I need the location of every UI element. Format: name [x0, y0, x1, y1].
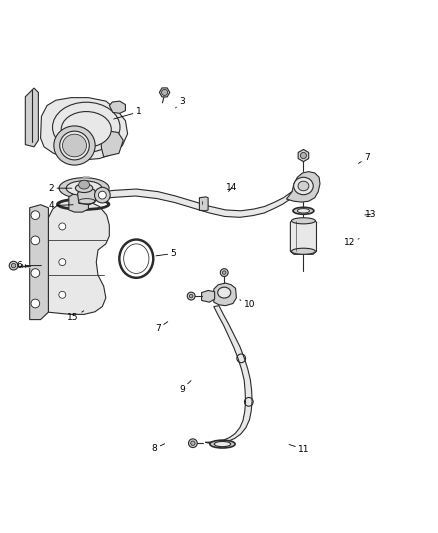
Circle shape	[59, 292, 66, 298]
Ellipse shape	[210, 440, 235, 448]
Polygon shape	[214, 283, 237, 305]
Ellipse shape	[214, 441, 231, 447]
Circle shape	[31, 211, 40, 220]
Polygon shape	[30, 205, 48, 320]
Polygon shape	[110, 101, 125, 114]
Text: 7: 7	[155, 322, 168, 333]
Polygon shape	[290, 220, 317, 254]
Polygon shape	[69, 193, 88, 212]
Circle shape	[95, 187, 110, 203]
Circle shape	[31, 299, 40, 308]
Ellipse shape	[75, 184, 93, 192]
Text: 12: 12	[344, 238, 359, 247]
Circle shape	[11, 263, 16, 268]
Polygon shape	[41, 98, 127, 160]
Circle shape	[188, 439, 197, 448]
Text: 4: 4	[49, 201, 73, 210]
Ellipse shape	[54, 126, 95, 165]
Text: 14: 14	[226, 183, 238, 192]
Circle shape	[9, 261, 18, 270]
Ellipse shape	[293, 207, 314, 214]
Ellipse shape	[60, 131, 89, 160]
Circle shape	[59, 259, 66, 265]
Circle shape	[187, 292, 195, 300]
Circle shape	[220, 269, 228, 277]
Polygon shape	[205, 305, 252, 443]
Ellipse shape	[297, 208, 310, 213]
Polygon shape	[201, 290, 215, 302]
Ellipse shape	[293, 177, 313, 195]
Circle shape	[162, 90, 168, 95]
Text: 13: 13	[365, 210, 376, 219]
Polygon shape	[48, 199, 110, 314]
Text: 15: 15	[67, 311, 84, 322]
Polygon shape	[25, 88, 39, 147]
Ellipse shape	[59, 177, 109, 199]
Text: 3: 3	[176, 96, 185, 108]
Circle shape	[31, 236, 40, 245]
Circle shape	[189, 294, 193, 298]
Circle shape	[99, 191, 106, 199]
Circle shape	[223, 271, 226, 274]
Ellipse shape	[66, 181, 102, 196]
Text: 7: 7	[359, 153, 370, 164]
Polygon shape	[298, 149, 309, 161]
Polygon shape	[78, 188, 96, 205]
Ellipse shape	[291, 248, 315, 254]
Text: 2: 2	[49, 184, 72, 192]
Text: 6: 6	[17, 261, 41, 270]
Text: 5: 5	[156, 249, 176, 258]
Text: 11: 11	[289, 445, 310, 454]
Polygon shape	[101, 131, 123, 157]
Circle shape	[300, 152, 307, 158]
Text: 10: 10	[240, 300, 255, 309]
Ellipse shape	[291, 218, 315, 224]
Ellipse shape	[63, 134, 86, 157]
Ellipse shape	[218, 287, 231, 298]
Polygon shape	[199, 197, 208, 211]
Text: 9: 9	[179, 381, 191, 394]
Circle shape	[59, 223, 66, 230]
Circle shape	[31, 269, 40, 277]
Polygon shape	[286, 172, 320, 202]
Ellipse shape	[61, 111, 111, 147]
Circle shape	[191, 441, 195, 446]
Polygon shape	[159, 88, 170, 97]
Ellipse shape	[298, 181, 309, 191]
Polygon shape	[102, 189, 294, 217]
Text: 8: 8	[152, 444, 165, 453]
Ellipse shape	[53, 102, 120, 152]
Text: 1: 1	[114, 108, 141, 119]
Ellipse shape	[79, 180, 89, 189]
